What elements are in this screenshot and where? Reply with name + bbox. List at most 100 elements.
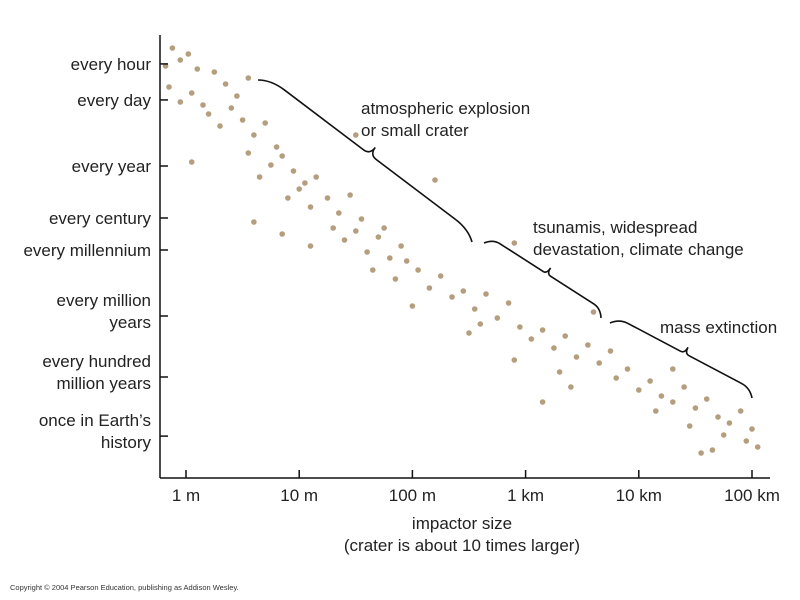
data-point [392, 276, 399, 282]
data-point [211, 69, 218, 75]
y-tick-label: every year [72, 157, 152, 176]
data-point [539, 327, 546, 333]
data-point [556, 369, 563, 375]
data-point [528, 336, 535, 342]
data-point [398, 243, 404, 249]
data-point [670, 399, 676, 405]
x-axis-title-line-1: impactor size [412, 514, 512, 533]
data-point [228, 105, 235, 111]
data-point [188, 90, 195, 96]
data-point [437, 273, 444, 279]
data-point [647, 378, 653, 384]
data-point [539, 399, 546, 405]
data-point [720, 432, 727, 438]
data-point [715, 414, 721, 420]
data-point [709, 447, 716, 453]
data-point [268, 162, 274, 168]
data-point [573, 354, 580, 360]
data-point [324, 195, 331, 201]
data-point [613, 375, 619, 381]
y-tick-label: history [101, 433, 152, 452]
x-tick-label: 100 km [724, 486, 780, 505]
data-point [302, 180, 308, 186]
data-point [285, 195, 291, 201]
annotation-label: mass extinction [660, 318, 777, 337]
data-point [387, 255, 393, 261]
x-axis-tick-labels: 1 m 10 m 100 m 1 km 10 km 100 km [172, 486, 780, 505]
data-point [188, 159, 195, 165]
x-tick-label: 1 m [172, 486, 200, 505]
data-point [477, 321, 484, 327]
data-point [692, 405, 699, 411]
data-point [341, 237, 348, 243]
data-point [754, 444, 761, 450]
data-point [426, 285, 433, 291]
data-point [330, 225, 337, 231]
data-point [245, 150, 252, 156]
data-point [262, 120, 269, 126]
data-point [185, 51, 192, 57]
annotation-label: atmospheric explosion [361, 99, 530, 118]
y-tick-label: every hour [71, 55, 152, 74]
annotation-label: or small crater [361, 121, 469, 140]
data-point [403, 258, 410, 264]
data-point [460, 288, 467, 294]
data-point [256, 174, 263, 180]
data-point [681, 384, 687, 390]
data-point [449, 294, 455, 300]
data-point [466, 330, 472, 336]
data-point [517, 324, 523, 330]
data-point [234, 93, 240, 99]
x-tick-label: 10 km [616, 486, 662, 505]
data-point [279, 231, 286, 237]
annotation-label: tsunamis, widespread [533, 218, 697, 237]
copyright-notice: Copyright © 2004 Pearson Education, publ… [10, 583, 239, 592]
annotation-label: devastation, climate change [533, 240, 744, 259]
data-point [169, 45, 176, 51]
data-point [370, 267, 376, 273]
data-point [409, 303, 416, 309]
y-tick-label: years [109, 313, 151, 332]
annotation-brace [483, 240, 602, 319]
data-point [205, 111, 212, 117]
y-tick-label: every millennium [23, 241, 151, 260]
data-point [670, 366, 676, 372]
data-point [737, 408, 744, 414]
data-point [658, 393, 665, 399]
annotation-braces [257, 79, 753, 399]
x-axis-ticks [185, 470, 753, 478]
data-point [494, 315, 501, 321]
data-point [743, 438, 750, 444]
data-point [166, 84, 172, 90]
data-point [364, 249, 370, 255]
data-point [511, 240, 518, 246]
data-point [353, 132, 359, 138]
data-point [347, 192, 353, 198]
data-point [273, 144, 280, 150]
data-point [607, 348, 614, 354]
data-point [505, 300, 512, 306]
data-points [162, 45, 761, 456]
x-tick-label: 1 km [507, 486, 544, 505]
data-point [483, 291, 489, 297]
y-axis-tick-labels: every hour every day every year every centu… [23, 55, 151, 452]
data-point [245, 75, 252, 81]
data-point [307, 243, 314, 249]
data-point [551, 345, 557, 351]
data-point [415, 267, 421, 273]
data-point [358, 216, 365, 222]
x-tick-label: 100 m [389, 486, 436, 505]
y-tick-label: every million [57, 291, 151, 310]
data-point [279, 153, 286, 159]
data-point [686, 423, 693, 429]
data-point [307, 204, 314, 210]
data-point [290, 168, 297, 174]
x-axis-title-line-2: (crater is about 10 times larger) [344, 536, 580, 555]
data-point [353, 228, 359, 234]
data-point [698, 450, 704, 456]
data-point [562, 333, 568, 339]
data-point [585, 342, 591, 348]
data-point [251, 132, 257, 138]
data-point [296, 186, 303, 192]
data-point [703, 396, 710, 402]
